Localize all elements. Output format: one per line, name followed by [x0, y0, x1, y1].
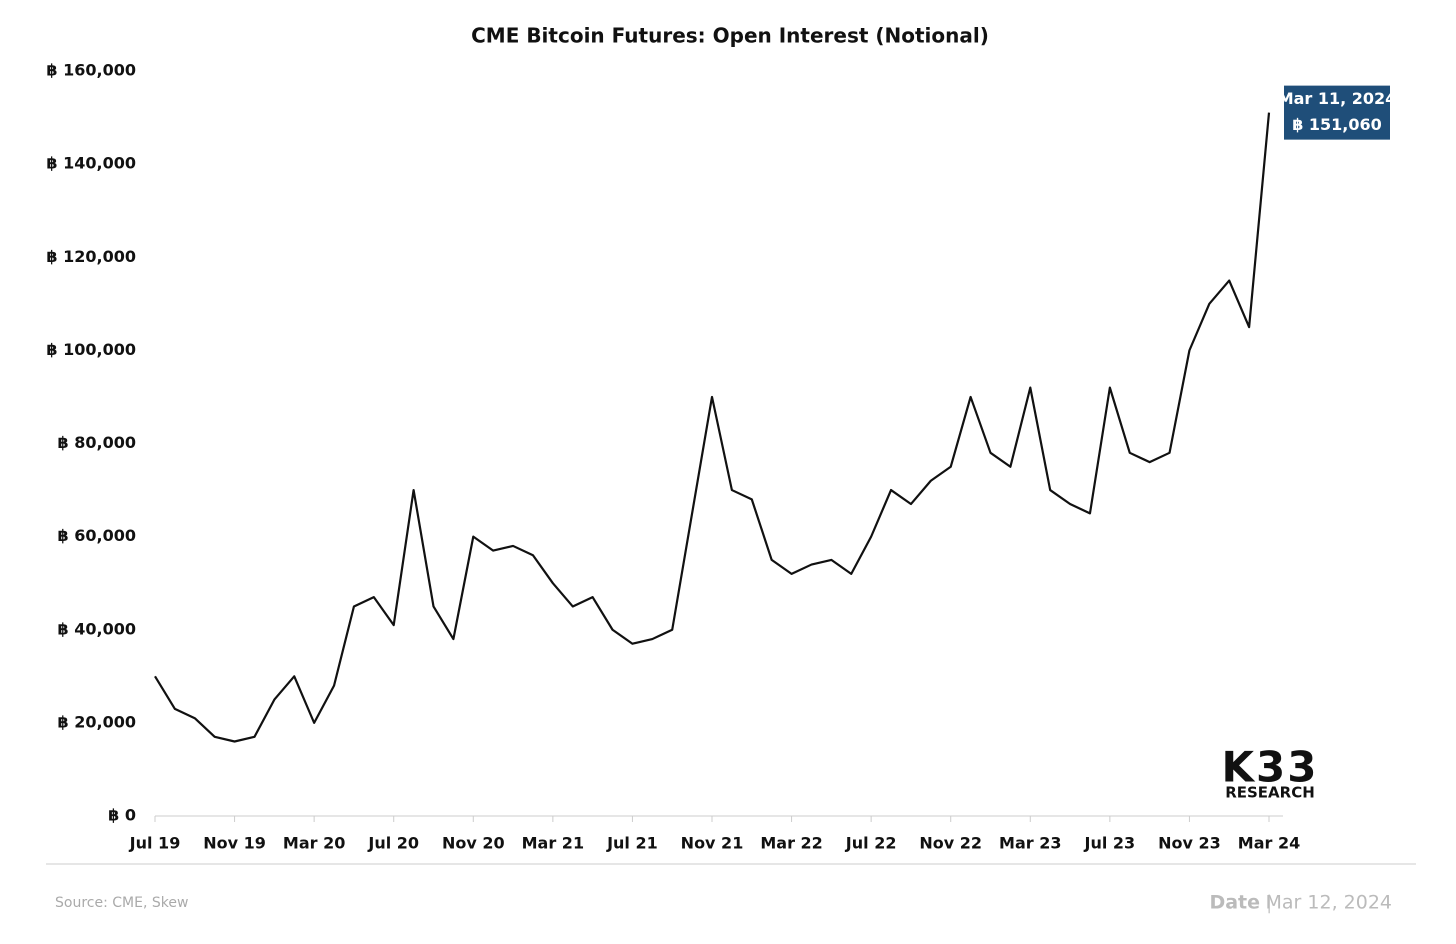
- x-tick-label: Mar 23: [999, 834, 1061, 853]
- x-tick-label: Jul 21: [606, 834, 658, 853]
- y-tick-label: ฿ 40,000: [58, 619, 136, 638]
- x-tick-label: Jul 22: [845, 834, 897, 853]
- line: [154, 112, 1271, 743]
- y-tick-label: ฿ 100,000: [46, 340, 136, 359]
- annotation: Mar 11, 2024 ฿ 151,060: [1278, 85, 1397, 140]
- source: Source: CME, Skew: [55, 895, 188, 911]
- logo: K33: [1222, 743, 1319, 792]
- y-tick-label: ฿ 0: [108, 806, 136, 825]
- annotation-box: [1284, 85, 1390, 140]
- divider: |: [1266, 892, 1272, 914]
- x-tick-label: Mar 20: [283, 834, 345, 853]
- date-label: Date: [1209, 892, 1260, 914]
- y-tick-label: ฿ 120,000: [46, 247, 136, 266]
- x-tick-label: Jul 23: [1084, 834, 1136, 853]
- x-tick-label: Jul 19: [129, 834, 181, 853]
- annotation-value: ฿ 151,060: [1292, 115, 1382, 134]
- x-tick-label: Nov 19: [203, 834, 266, 853]
- x-tick-label: Nov 20: [442, 834, 505, 853]
- y-tick-label: ฿ 160,000: [46, 61, 136, 80]
- y-tick-label: ฿ 20,000: [58, 712, 136, 731]
- logo-sub: RESEARCH: [1225, 784, 1315, 802]
- y-tick-label: ฿ 60,000: [58, 526, 136, 545]
- x-tick-label: Nov 22: [919, 834, 982, 853]
- y-tick-label: ฿ 80,000: [58, 433, 136, 452]
- x-tick-label: Mar 22: [760, 834, 822, 853]
- y-tick-label: ฿ 140,000: [46, 154, 136, 173]
- annotation-date: Mar 11, 2024: [1278, 89, 1397, 108]
- x-tick-label: Nov 23: [1158, 834, 1221, 853]
- x-tick-label: Mar 24: [1238, 834, 1300, 853]
- chart-title: CME Bitcoin Futures: Open Interest (Noti…: [471, 24, 989, 48]
- x-tick-label: Jul 20: [367, 834, 419, 853]
- x-tick-label: Nov 21: [681, 834, 744, 853]
- x-tick-label: Mar 21: [522, 834, 584, 853]
- date: Mar 12, 2024: [1266, 892, 1393, 914]
